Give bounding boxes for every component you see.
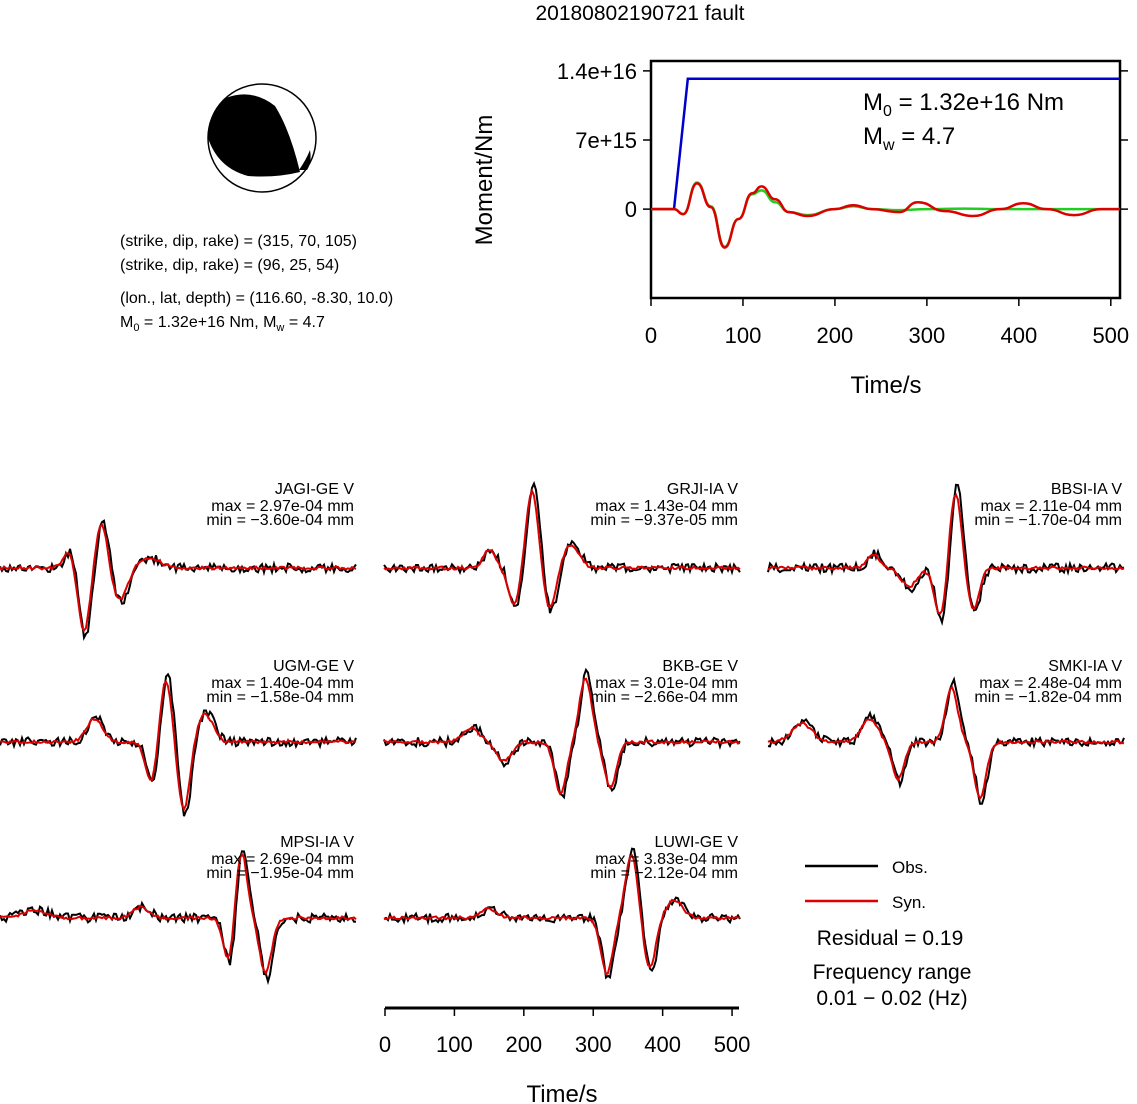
station-max-value: max = 1.43e-04 mm [595,498,738,515]
moment-rate-line-red [650,182,1120,249]
legend: Obs. Syn. [805,858,928,912]
station-name: JAGI-GE V [275,481,354,498]
station-max-value: max = 1.40e-04 mm [211,675,354,692]
synthetic-trace [0,522,357,633]
synthetic-trace [767,685,1125,801]
station-name: MPSI-IA V [280,834,354,851]
moment-chart-frame [649,59,1122,300]
figure-title: 20180802190721 fault [535,2,744,25]
mechanism-line-1: (strike, dip, rake) = (315, 70, 105) [120,233,357,250]
waveform-time-axis: 0 100 200 300 400 500 Time/s [379,1006,751,1104]
residual-text: Residual = 0.19 [817,927,964,950]
mechanism-line-3: (lon., lat, depth) = (116.60, -8.30, 10.… [120,290,393,307]
waveform-x-tick-label: 500 [714,1032,751,1057]
waveform-x-tick-label: 200 [505,1032,542,1057]
station-name: UGM-GE V [273,658,354,675]
station-min-value: min = −2.66e-04 mm [590,689,738,706]
mechanism-moment-line: M0 = 1.32e+16 Nm, Mw = 4.7 [120,314,325,334]
moment-annotation-m0: M0 = 1.32e+16 Nm [863,89,1064,120]
moment-y-tick-label: 1.4e+16 [557,59,637,84]
moment-x-tick-label: 200 [817,323,854,348]
station-max-value: max = 2.11e-04 mm [980,498,1122,515]
mechanism-line-2: (strike, dip, rake) = (96, 25, 54) [120,257,339,274]
station-max-value: max = 2.69e-04 mm [211,851,354,868]
moment-annotation-mw: Mw = 4.7 [863,123,955,154]
moment-x-tick-label: 500 [1092,323,1129,348]
waveform-x-axis-label: Time/s [526,1081,597,1104]
synthetic-trace [383,677,741,796]
waveform-x-tick-label: 300 [575,1032,612,1057]
legend-obs-label: Obs. [892,858,928,877]
station-min-value: min = −1.58e-04 mm [206,689,354,706]
synthetic-trace [767,492,1125,615]
station-name: LUWI-GE V [654,834,738,851]
station-name: SMKI-IA V [1048,658,1122,675]
observed-trace [767,676,1125,805]
observed-trace [0,519,357,641]
station-min-value: min = −2.12e-04 mm [590,865,738,882]
moment-x-tick-label: 400 [1000,323,1037,348]
synthetic-trace [383,487,741,608]
moment-x-tick-label: 300 [909,323,946,348]
waveform-x-tick-label: 400 [644,1032,681,1057]
frequency-range-value: 0.01 − 0.02 (Hz) [816,987,967,1010]
waveform-x-tick-label: 0 [379,1032,391,1057]
moment-chart: 0 100 200 300 400 500 0 7e+15 1.4e+16 M0 = 1.32e… [471,59,1129,399]
station-max-value: max = 2.97e-04 mm [211,498,354,515]
synthetic-trace [0,852,357,976]
frequency-range-title: Frequency range [813,961,972,984]
station-min-value: min = −1.70e-04 mm [974,512,1122,529]
moment-y-tick-label: 0 [625,197,637,222]
moment-x-tick-label: 100 [725,323,762,348]
moment-y-tick-label: 7e+15 [575,128,637,153]
moment-x-axis-label: Time/s [850,372,921,399]
synthetic-trace [383,853,741,976]
station-max-value: max = 2.48e-04 mm [979,675,1122,692]
station-min-value: min = −1.95e-04 mm [206,865,354,882]
waveform-x-tick-label: 100 [436,1032,473,1057]
station-min-value: min = −9.37e-05 mm [590,512,738,529]
station-max-value: max = 3.83e-04 mm [595,851,738,868]
focal-mechanism-beachball [207,83,317,193]
station-min-value: min = −1.82e-04 mm [974,689,1122,706]
station-min-value: min = −3.60e-04 mm [206,512,354,529]
station-max-value: max = 3.01e-04 mm [595,675,738,692]
station-name: GRJI-IA V [667,481,738,498]
moment-rate-line-green [650,181,1120,248]
moment-y-axis-label: Moment/Nm [471,115,498,246]
station-name: BBSI-IA V [1051,481,1122,498]
synthetic-trace [0,679,357,812]
station-name: BKB-GE V [662,658,738,675]
moment-x-tick-label: 0 [645,323,657,348]
legend-syn-label: Syn. [892,893,926,912]
